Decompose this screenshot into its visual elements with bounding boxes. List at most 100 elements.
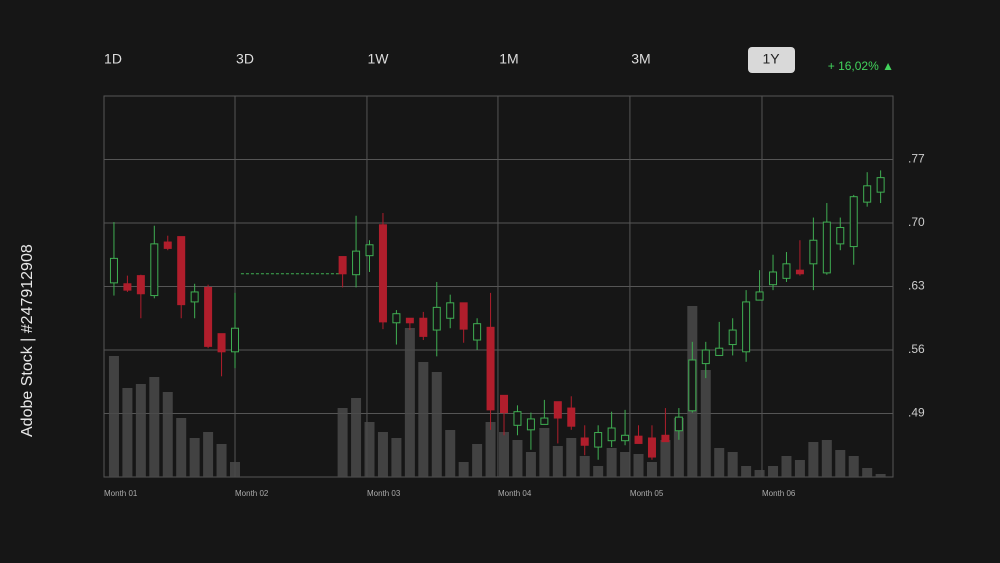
volume-bar xyxy=(391,438,402,477)
y-tick-label: .70 xyxy=(908,215,925,229)
volume-bar xyxy=(539,428,550,477)
volume-bar xyxy=(377,432,388,477)
volume-bar xyxy=(418,362,429,477)
candle-body xyxy=(836,227,845,245)
volume-bar xyxy=(135,384,146,477)
volume-bar xyxy=(458,462,469,477)
y-tick-label: .56 xyxy=(908,342,925,356)
candle-body xyxy=(486,326,495,411)
volume-bar xyxy=(485,422,496,477)
candle-body xyxy=(863,185,872,203)
timeframe-button[interactable]: 3M xyxy=(631,51,650,67)
volume-bar xyxy=(351,398,362,477)
volume-bar xyxy=(620,452,631,477)
candle-body xyxy=(231,327,240,353)
change-indicator: + 16,02% ▲ xyxy=(828,59,894,73)
y-tick-label: .49 xyxy=(908,406,925,420)
candle-body xyxy=(567,407,576,427)
y-tick-label: .63 xyxy=(908,279,925,293)
candle-body xyxy=(728,329,737,346)
volume-bar xyxy=(633,454,644,477)
candle-body xyxy=(459,302,468,330)
volume-bar xyxy=(230,462,241,477)
candle-body xyxy=(742,301,751,353)
candle-body xyxy=(553,401,562,419)
candle-body xyxy=(500,394,509,414)
volume-bar xyxy=(445,430,456,477)
candle-body xyxy=(795,269,804,275)
y-tick-label: .77 xyxy=(908,152,925,166)
volume-bar xyxy=(714,448,725,477)
candle-body xyxy=(177,236,186,306)
timeframe-selected-bg xyxy=(748,47,795,73)
volume-bar xyxy=(808,442,819,477)
volume-bar xyxy=(700,370,711,477)
volume-bar xyxy=(579,456,590,477)
candle-body xyxy=(419,317,428,337)
volume-bar xyxy=(781,456,792,477)
timeframe-button[interactable]: 1M xyxy=(499,51,518,67)
candle-body xyxy=(473,323,482,341)
volume-bar xyxy=(552,446,563,477)
candle-body xyxy=(163,241,172,249)
volume-bar xyxy=(646,462,657,477)
candle-body xyxy=(526,418,535,431)
candle-body xyxy=(580,437,589,446)
volume-bar xyxy=(525,452,536,477)
candle-body xyxy=(446,302,455,319)
volume-bar xyxy=(835,450,846,477)
volume-bar xyxy=(216,444,227,477)
x-tick-label: Month 01 xyxy=(104,489,138,498)
candle-body xyxy=(782,263,791,279)
candle-body xyxy=(338,256,347,275)
volume-bar xyxy=(203,432,214,477)
candle-body xyxy=(701,349,710,365)
candle-body xyxy=(822,221,831,274)
candle-body xyxy=(661,434,670,443)
timeframe-button[interactable]: 1W xyxy=(368,51,390,67)
candle-body xyxy=(217,333,226,353)
candle-body xyxy=(755,291,764,301)
candle-body xyxy=(809,239,818,265)
volume-bar xyxy=(472,444,483,477)
candle-body xyxy=(136,275,145,295)
candle-body xyxy=(204,286,213,347)
candle-body xyxy=(405,317,414,324)
volume-bar xyxy=(149,377,160,477)
candle-body xyxy=(513,411,522,426)
timeframe-button[interactable]: 3D xyxy=(236,51,254,67)
timeframe-button[interactable]: 1D xyxy=(104,51,122,67)
x-tick-label: Month 02 xyxy=(235,489,269,498)
volume-bar xyxy=(673,418,684,477)
volume-bar xyxy=(727,452,738,477)
volume-bar xyxy=(606,448,617,477)
volume-bar xyxy=(566,438,577,477)
volume-bar xyxy=(431,372,442,477)
candle-body xyxy=(352,250,361,276)
x-tick-label: Month 05 xyxy=(630,489,664,498)
volume-bar xyxy=(741,466,752,477)
candle-body xyxy=(876,177,885,193)
volume-bar xyxy=(404,328,415,477)
candle-body xyxy=(190,291,199,303)
timeframe-button[interactable]: 1Y xyxy=(762,51,780,67)
candle-body xyxy=(634,435,643,444)
volume-bar xyxy=(176,418,187,477)
watermark-id: Adobe Stock | #247912908 xyxy=(19,244,36,437)
volume-bar xyxy=(364,422,375,477)
volume-bar xyxy=(499,432,510,477)
x-tick-label: Month 03 xyxy=(367,489,401,498)
volume-bar xyxy=(162,392,173,477)
x-tick-label: Month 04 xyxy=(498,489,532,498)
candle-body xyxy=(123,283,132,291)
candle-body xyxy=(647,437,656,458)
candle-body xyxy=(378,224,387,323)
volume-bar xyxy=(821,440,832,477)
candle-body xyxy=(540,417,549,425)
volume-bar xyxy=(122,388,133,477)
candle-body xyxy=(594,432,603,448)
candle-body xyxy=(109,257,118,284)
volume-bar xyxy=(848,456,859,477)
